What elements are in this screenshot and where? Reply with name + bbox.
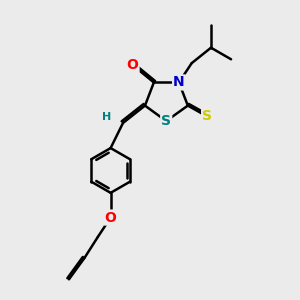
Text: N: N [173, 75, 185, 89]
Text: O: O [105, 211, 117, 225]
Text: S: S [202, 110, 212, 123]
Text: H: H [102, 112, 111, 122]
Text: O: O [127, 58, 139, 72]
Text: S: S [161, 114, 171, 128]
